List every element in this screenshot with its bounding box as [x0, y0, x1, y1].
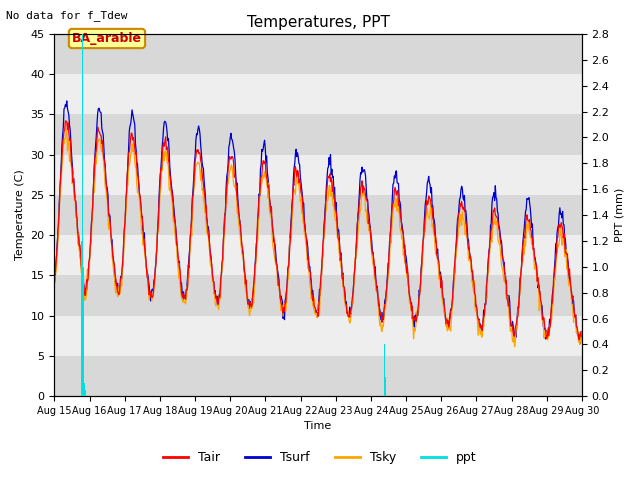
Bar	[54, 34, 582, 74]
Bar	[84, 383, 85, 396]
Text: BA_arable: BA_arable	[72, 32, 142, 45]
Y-axis label: PPT (mm): PPT (mm)	[615, 188, 625, 242]
Bar	[54, 276, 582, 316]
Title: Temperatures, PPT: Temperatures, PPT	[246, 15, 390, 30]
Bar	[83, 267, 84, 396]
Bar	[81, 241, 83, 396]
Bar	[83, 357, 84, 396]
Bar	[54, 74, 582, 114]
Bar	[85, 390, 86, 396]
Bar	[54, 235, 582, 276]
X-axis label: Time: Time	[305, 421, 332, 432]
Bar	[54, 356, 582, 396]
Bar	[54, 195, 582, 235]
Bar	[383, 357, 385, 396]
Bar	[54, 155, 582, 195]
Text: No data for f_Tdew: No data for f_Tdew	[6, 10, 128, 21]
Bar	[54, 316, 582, 356]
Bar	[385, 377, 386, 396]
Y-axis label: Temperature (C): Temperature (C)	[15, 169, 25, 261]
Bar	[384, 344, 385, 396]
Bar	[82, 34, 83, 396]
Bar	[54, 114, 582, 155]
Legend: Tair, Tsurf, Tsky, ppt: Tair, Tsurf, Tsky, ppt	[158, 446, 482, 469]
